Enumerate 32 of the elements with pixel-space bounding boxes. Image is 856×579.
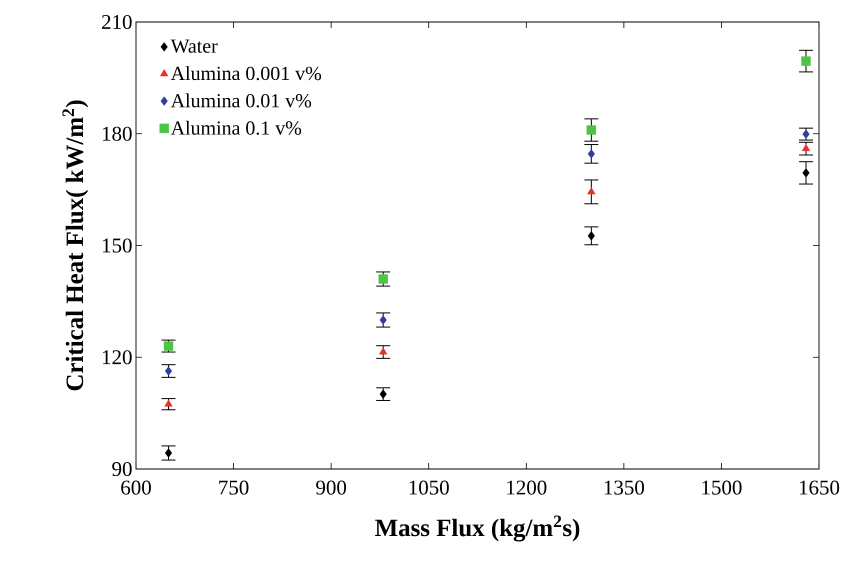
x-tick-label: 1050 — [410, 480, 449, 495]
y-tick-label: 180 — [102, 126, 132, 141]
x-tick-label: 1200 — [507, 480, 546, 495]
point — [164, 366, 172, 376]
x-tick-label: 900 — [316, 480, 346, 495]
x-axis-title: Mass Flux (kg/m$^{2}$s) — [375, 515, 580, 542]
point — [586, 125, 596, 135]
x-tick-label: 1650 — [800, 480, 840, 495]
x-tick-label: 1350 — [604, 480, 644, 495]
legend-label: Alumina 0.01 v% — [170, 93, 312, 108]
y-tick-label: 120 — [102, 350, 132, 364]
point — [380, 389, 387, 399]
point — [164, 448, 172, 458]
point — [380, 315, 387, 325]
y-tick-label: 150 — [102, 238, 132, 253]
point — [588, 149, 595, 159]
x-tick-label: 1500 — [702, 480, 742, 495]
point — [378, 274, 388, 284]
y-axis-title: Critical Heat Flux( kW/m$^{2}$) — [62, 100, 88, 390]
legend-label: Water — [170, 40, 218, 53]
point — [802, 168, 810, 178]
point — [164, 341, 174, 351]
point — [801, 56, 811, 66]
point — [164, 399, 173, 407]
point — [587, 187, 596, 194]
legend-label: Alumina 0.1 v% — [170, 120, 302, 135]
legend-label: Alumina 0.001 v% — [170, 66, 322, 80]
x-tick-label: 750 — [219, 480, 248, 495]
x-tick-label: 600 — [121, 480, 151, 495]
point — [588, 231, 595, 241]
y-tick-label: 210 — [102, 14, 132, 30]
y-tick-label: 90 — [112, 462, 132, 476]
